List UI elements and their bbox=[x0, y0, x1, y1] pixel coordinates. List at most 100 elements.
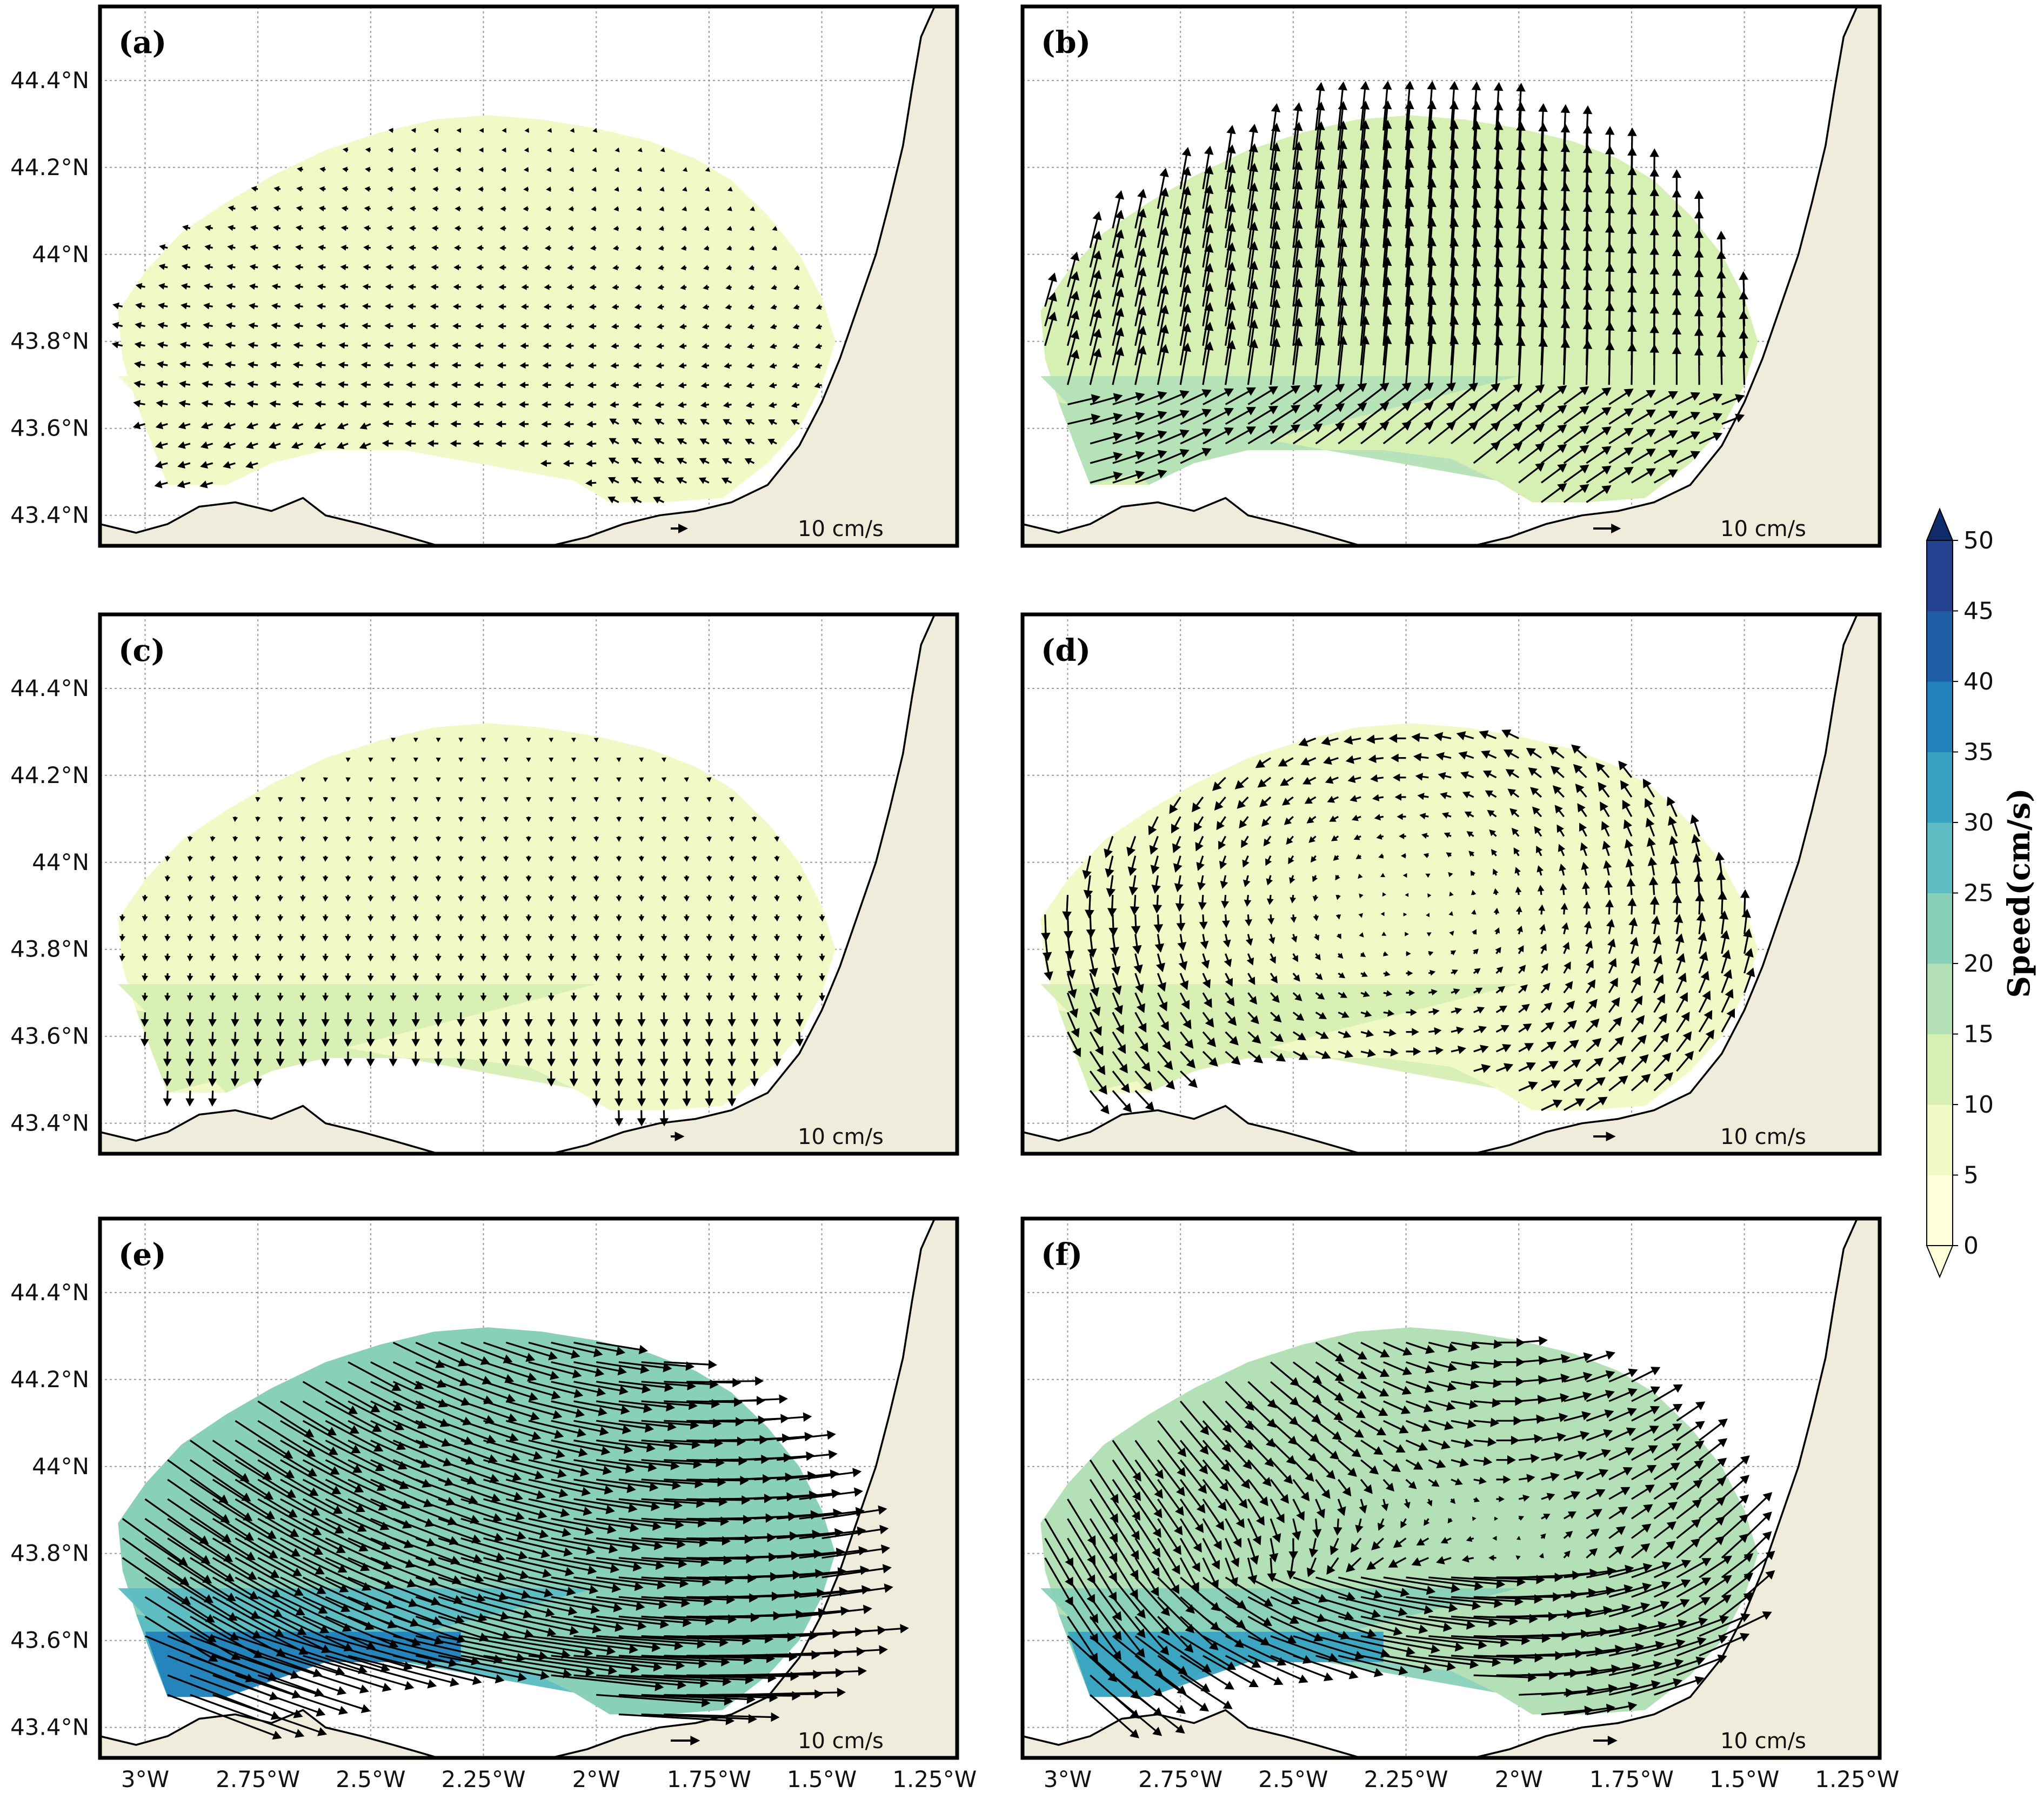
vector-shaft bbox=[1360, 385, 1386, 405]
vector-head bbox=[1181, 146, 1192, 157]
vector-head bbox=[1381, 932, 1387, 936]
vector-head bbox=[1669, 835, 1679, 845]
vector-head bbox=[1535, 443, 1545, 452]
vector-head bbox=[609, 438, 617, 445]
vector-head bbox=[1691, 834, 1701, 844]
vector-shaft bbox=[1044, 316, 1054, 346]
vector-shaft bbox=[1540, 485, 1564, 503]
vector-head bbox=[540, 459, 547, 467]
vector-head bbox=[654, 419, 662, 425]
vector-shaft bbox=[1337, 223, 1344, 268]
vector-head bbox=[524, 147, 529, 153]
vector-head bbox=[592, 1039, 601, 1047]
vector-head bbox=[455, 206, 460, 212]
land-east bbox=[1473, 6, 1880, 546]
vector-head bbox=[1175, 903, 1185, 912]
vector-head bbox=[542, 382, 549, 389]
vector-head bbox=[458, 916, 464, 922]
vector-head bbox=[368, 757, 373, 762]
reference-arrow: 10 cm/s bbox=[671, 517, 884, 541]
vector-head bbox=[249, 303, 255, 310]
lon-tick-label: 3°W bbox=[121, 1766, 169, 1792]
vector-head bbox=[358, 1543, 369, 1551]
vector-shaft bbox=[1179, 289, 1188, 326]
vector-shaft bbox=[370, 1596, 438, 1623]
vector-shaft bbox=[1405, 164, 1411, 209]
vector-shaft bbox=[1698, 195, 1700, 229]
vector-head bbox=[1350, 795, 1358, 802]
vector-head bbox=[270, 380, 277, 388]
vector-head bbox=[814, 363, 821, 369]
vector-head bbox=[1338, 81, 1347, 91]
vector-head bbox=[1224, 407, 1234, 417]
vector-head bbox=[1406, 951, 1411, 956]
vector-head bbox=[1114, 307, 1124, 317]
vector-head bbox=[163, 1039, 172, 1047]
vector-shaft bbox=[235, 1674, 344, 1712]
vector-shaft bbox=[1225, 286, 1233, 326]
vector-shaft bbox=[618, 1674, 726, 1683]
vector-head bbox=[1178, 961, 1188, 971]
vector-shaft bbox=[483, 1498, 543, 1516]
vector-head bbox=[404, 1681, 415, 1690]
vector-shaft bbox=[573, 1381, 624, 1392]
vector-shaft bbox=[1247, 324, 1255, 366]
vector-head bbox=[659, 1098, 669, 1107]
vector-head bbox=[458, 738, 464, 742]
vector-head bbox=[1070, 271, 1080, 281]
vector-head bbox=[633, 343, 640, 349]
vector-head bbox=[295, 1607, 305, 1616]
vector-shaft bbox=[1653, 451, 1674, 464]
vector-head bbox=[729, 817, 734, 822]
vector-head bbox=[1513, 384, 1523, 393]
vector-head bbox=[458, 877, 464, 882]
vector-shaft bbox=[618, 1478, 676, 1487]
vector-head bbox=[386, 225, 392, 231]
vector-shaft bbox=[438, 1400, 490, 1422]
vector-head bbox=[407, 303, 413, 310]
vector-head bbox=[1181, 323, 1192, 333]
vector-head bbox=[232, 857, 238, 862]
vector-head bbox=[1440, 792, 1448, 799]
vector-head bbox=[518, 420, 525, 428]
vector-head bbox=[682, 1098, 691, 1107]
vector-head bbox=[628, 1503, 638, 1513]
land-south bbox=[1023, 498, 1406, 546]
vector-shaft bbox=[1315, 386, 1341, 405]
vector-shaft bbox=[1090, 435, 1118, 445]
vector-head bbox=[417, 1420, 427, 1429]
vector-shaft bbox=[1540, 108, 1544, 150]
vector-head bbox=[593, 975, 600, 982]
vector-head bbox=[547, 1039, 556, 1047]
vector-shaft bbox=[235, 1498, 296, 1535]
vector-head bbox=[1673, 914, 1684, 924]
vector-head bbox=[706, 837, 712, 842]
vector-head bbox=[386, 205, 392, 212]
vector-head bbox=[1444, 832, 1451, 838]
vector-head bbox=[503, 995, 510, 1001]
vector-head bbox=[1265, 858, 1272, 866]
vector-shaft bbox=[1495, 342, 1500, 385]
vector-shaft bbox=[551, 1655, 658, 1668]
vector-head bbox=[474, 362, 480, 369]
vector-shaft bbox=[1203, 410, 1230, 425]
vector-head bbox=[1100, 1105, 1110, 1114]
vector-head bbox=[1668, 411, 1678, 419]
vector-head bbox=[1358, 913, 1363, 918]
vector-shaft bbox=[1360, 125, 1366, 170]
vector-head bbox=[1380, 873, 1386, 878]
vector-head bbox=[1460, 771, 1469, 779]
vector-head bbox=[637, 1059, 646, 1067]
vector-shaft bbox=[1089, 1012, 1100, 1032]
vector-head bbox=[292, 380, 299, 388]
vector-head bbox=[277, 975, 284, 982]
vector-head bbox=[1646, 409, 1656, 418]
vector-shaft bbox=[415, 1361, 465, 1384]
vector-head bbox=[1679, 992, 1688, 1002]
vector-head bbox=[774, 896, 780, 902]
vector-shaft bbox=[1089, 1596, 1120, 1637]
vector-head bbox=[610, 401, 616, 408]
vector-head bbox=[454, 225, 460, 231]
vector-head bbox=[181, 303, 188, 310]
vector-head bbox=[614, 167, 619, 172]
